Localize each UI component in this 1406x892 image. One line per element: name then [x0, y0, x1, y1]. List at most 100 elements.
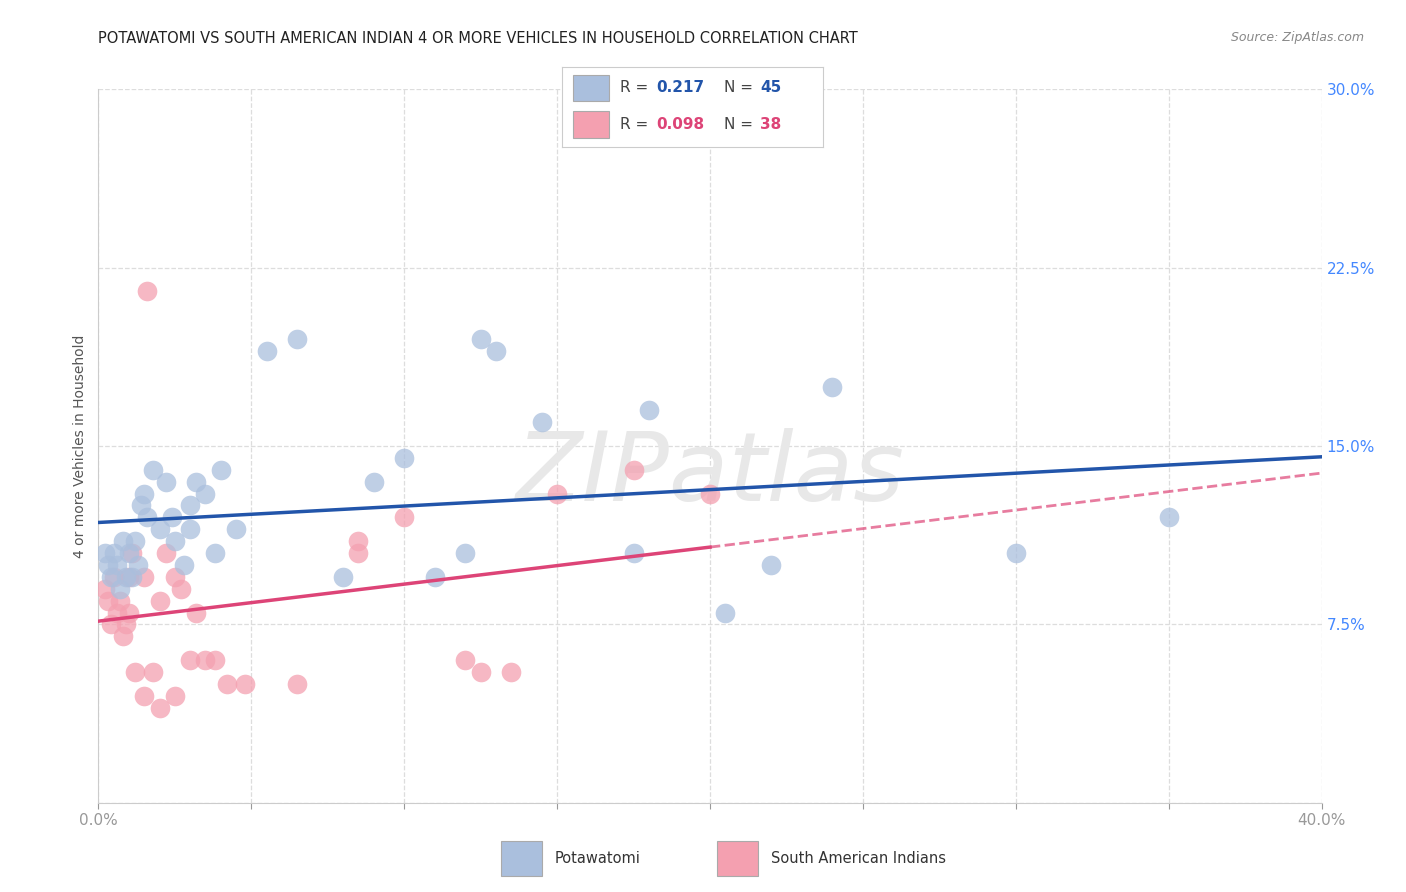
Point — [256, 343, 278, 358]
Point — [501, 665, 523, 679]
Bar — [572, 112, 609, 137]
Point — [134, 570, 156, 584]
Y-axis label: 4 or more Vehicles in Household: 4 or more Vehicles in Household — [73, 334, 87, 558]
Text: 0.098: 0.098 — [657, 117, 704, 132]
Point — [233, 677, 256, 691]
Text: ZIPatlas: ZIPatlas — [516, 428, 904, 521]
Point — [127, 558, 149, 572]
Point — [93, 546, 115, 560]
Text: 0.217: 0.217 — [657, 80, 704, 95]
Text: 38: 38 — [761, 117, 782, 132]
Point — [170, 582, 193, 596]
Point — [124, 534, 146, 549]
Bar — [572, 75, 609, 102]
Point — [100, 617, 122, 632]
Point — [530, 415, 553, 429]
Point — [215, 677, 238, 691]
Point — [111, 629, 134, 643]
Point — [1157, 510, 1180, 524]
Point — [163, 534, 186, 549]
Point — [124, 665, 146, 679]
Point — [194, 653, 217, 667]
Point — [118, 570, 141, 584]
Point — [1004, 546, 1026, 560]
Bar — [717, 841, 758, 876]
Point — [204, 653, 226, 667]
Point — [186, 475, 208, 489]
Point — [392, 510, 416, 524]
Point — [160, 510, 183, 524]
Point — [142, 463, 165, 477]
Text: R =: R = — [620, 80, 652, 95]
Text: South American Indians: South American Indians — [770, 851, 946, 866]
Point — [347, 546, 370, 560]
Point — [121, 570, 143, 584]
Text: Source: ZipAtlas.com: Source: ZipAtlas.com — [1230, 31, 1364, 45]
Point — [225, 522, 247, 536]
Point — [142, 665, 165, 679]
Point — [149, 700, 172, 714]
Text: 45: 45 — [761, 80, 782, 95]
Point — [93, 582, 115, 596]
Text: N =: N = — [724, 80, 758, 95]
Point — [103, 546, 125, 560]
Point — [485, 343, 508, 358]
Point — [454, 546, 477, 560]
Text: N =: N = — [724, 117, 758, 132]
Point — [115, 617, 138, 632]
Point — [638, 403, 661, 417]
Point — [714, 606, 737, 620]
Point — [392, 450, 416, 465]
Point — [179, 653, 201, 667]
Point — [699, 486, 721, 500]
Point — [163, 689, 186, 703]
Point — [118, 606, 141, 620]
Text: Potawatomi: Potawatomi — [555, 851, 641, 866]
Text: R =: R = — [620, 117, 652, 132]
Point — [100, 570, 122, 584]
Point — [186, 606, 208, 620]
Point — [97, 558, 120, 572]
Point — [134, 689, 156, 703]
Point — [129, 499, 152, 513]
Point — [103, 570, 125, 584]
Point — [285, 677, 308, 691]
Point — [470, 665, 492, 679]
Point — [761, 558, 783, 572]
Point — [546, 486, 568, 500]
Point — [363, 475, 385, 489]
Point — [149, 593, 172, 607]
Point — [454, 653, 477, 667]
Point — [209, 463, 232, 477]
Point — [136, 285, 159, 299]
Point — [179, 499, 201, 513]
Bar — [501, 841, 541, 876]
Point — [332, 570, 354, 584]
Point — [173, 558, 195, 572]
Point — [347, 534, 370, 549]
Point — [155, 475, 177, 489]
Point — [121, 546, 143, 560]
Point — [163, 570, 186, 584]
Point — [118, 546, 141, 560]
Point — [136, 510, 159, 524]
Point — [97, 593, 120, 607]
Point — [108, 582, 131, 596]
Point — [155, 546, 177, 560]
Point — [623, 546, 645, 560]
Point — [470, 332, 492, 346]
Point — [105, 558, 128, 572]
Point — [149, 522, 172, 536]
Point — [108, 593, 131, 607]
Point — [623, 463, 645, 477]
Text: POTAWATOMI VS SOUTH AMERICAN INDIAN 4 OR MORE VEHICLES IN HOUSEHOLD CORRELATION : POTAWATOMI VS SOUTH AMERICAN INDIAN 4 OR… — [98, 31, 858, 46]
Point — [105, 606, 128, 620]
Point — [204, 546, 226, 560]
Point — [285, 332, 308, 346]
Point — [115, 570, 138, 584]
Point — [423, 570, 446, 584]
Point — [111, 534, 134, 549]
Point — [821, 379, 844, 393]
Point — [179, 522, 201, 536]
Point — [194, 486, 217, 500]
